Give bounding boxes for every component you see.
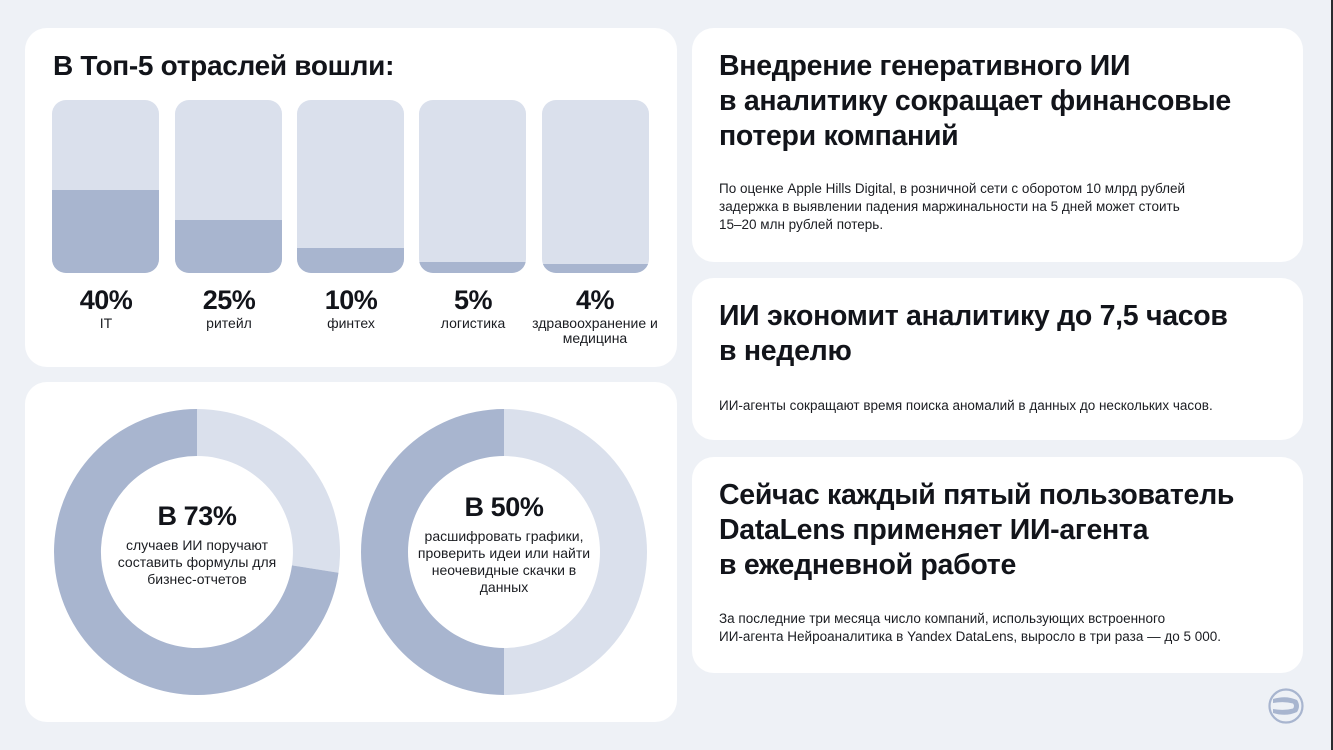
card-body: ИИ-агенты сокращают время поиска аномали… xyxy=(719,397,1279,415)
title-line: DataLens применяет ИИ-агента xyxy=(719,514,1149,546)
top-industries-title: В Топ-5 отраслей вошли: xyxy=(53,50,395,81)
donut-charts-card: В 73% случаев ИИ поручают составить форм… xyxy=(25,382,677,722)
bar-fill-it xyxy=(52,190,159,273)
title-line: ИИ экономит аналитику до 7,5 часов xyxy=(719,300,1228,332)
industry-bar-chart xyxy=(52,100,650,273)
bar-healthcare xyxy=(542,100,649,273)
card-body: За последние три месяца число компаний, … xyxy=(719,610,1279,646)
title-line: Внедрение генеративного ИИ xyxy=(719,50,1131,82)
datalens-adoption-card: Сейчас каждый пятый пользователь DataLen… xyxy=(692,457,1303,673)
bar-fill-logistics xyxy=(419,262,526,273)
donut-chart-73: В 73% случаев ИИ поручают составить форм… xyxy=(54,409,340,695)
donut-73-light-segment xyxy=(197,409,340,573)
title-line: в неделю xyxy=(719,335,852,367)
bar-retail xyxy=(175,100,282,273)
card-title: Внедрение генеративного ИИ в аналитику с… xyxy=(719,49,1231,154)
body-line: За последние три месяца число компаний, … xyxy=(719,611,1166,626)
body-line: задержка в выявлении падения маржинально… xyxy=(719,199,1180,214)
bar-category: финтех xyxy=(327,315,375,331)
title-line: в аналитику сокращает финансовые xyxy=(719,85,1231,117)
bar-fill-retail xyxy=(175,220,282,273)
datalens-logo-icon xyxy=(1268,688,1304,724)
donut-73-dark-segment xyxy=(54,409,339,695)
donut-50-text: В 50% расшифровать графики, проверить ид… xyxy=(409,409,599,695)
bar-fill-healthcare xyxy=(542,264,649,273)
title-line: Сейчас каждый пятый пользователь xyxy=(719,479,1235,511)
bar-value: 10% xyxy=(324,285,378,315)
donut-description: расшифровать графики, проверить идеи или… xyxy=(417,528,591,595)
bar-category: IT xyxy=(99,315,113,331)
bar-label-fintech: 10% финтех xyxy=(286,284,416,331)
bar-it xyxy=(52,100,159,273)
bar-fintech xyxy=(297,100,404,273)
genai-losses-card: Внедрение генеративного ИИ в аналитику с… xyxy=(692,28,1303,262)
bar-label-it: 40% IT xyxy=(41,284,171,331)
bar-value: 25% xyxy=(202,285,256,315)
donut-73-text: В 73% случаев ИИ поручают составить форм… xyxy=(102,409,292,695)
body-line: ИИ-агенты сокращают время поиска аномали… xyxy=(719,398,1213,413)
card-title: ИИ экономит аналитику до 7,5 часов в нед… xyxy=(719,299,1228,369)
body-line: По оценке Apple Hills Digital, в розничн… xyxy=(719,181,1186,196)
card-title: Сейчас каждый пятый пользователь DataLen… xyxy=(719,478,1234,583)
window-edge xyxy=(1331,0,1333,750)
card-body: По оценке Apple Hills Digital, в розничн… xyxy=(719,180,1279,234)
donut-50-graphic xyxy=(361,409,647,695)
top-industries-card: В Топ-5 отраслей вошли: 40% IT 25% ритей… xyxy=(25,28,677,367)
title-line: в ежедневной работе xyxy=(719,549,1017,581)
donut-value: В 50% xyxy=(464,492,544,522)
time-savings-card: ИИ экономит аналитику до 7,5 часов в нед… xyxy=(692,278,1303,440)
bar-logistics xyxy=(419,100,526,273)
donut-value: В 73% xyxy=(157,500,237,531)
bar-category: здравоохранение и медицина xyxy=(532,315,658,346)
donut-50-light-segment xyxy=(504,409,647,695)
donut-description: случаев ИИ поручают составить формулы дл… xyxy=(117,536,277,587)
donut-73-graphic xyxy=(54,409,340,695)
body-line: ИИ-агента Нейроаналитика в Yandex DataLe… xyxy=(719,629,1221,644)
bar-value: 40% xyxy=(79,285,133,315)
donut-50-dark-segment xyxy=(361,409,504,695)
bar-label-retail: 25% ритейл xyxy=(164,284,294,331)
bar-label-healthcare: 4% здравоохранение и медицина xyxy=(531,284,659,346)
body-line: 15–20 млн рублей потерь. xyxy=(719,217,884,232)
bar-value: 5% xyxy=(453,285,493,315)
bar-category: логистика xyxy=(440,315,506,331)
bar-fill-fintech xyxy=(297,248,404,273)
title-line: потери компаний xyxy=(719,120,959,152)
donut-chart-50: В 50% расшифровать графики, проверить ид… xyxy=(361,409,647,695)
bar-value: 4% xyxy=(575,285,615,315)
bar-category: ритейл xyxy=(206,315,252,331)
bar-label-logistics: 5% логистика xyxy=(408,284,538,331)
